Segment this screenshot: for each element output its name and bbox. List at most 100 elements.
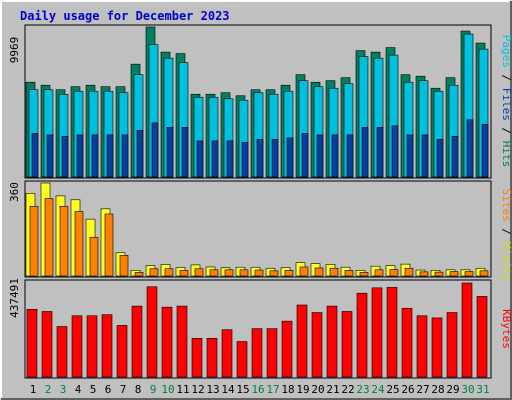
bar-sites xyxy=(164,268,174,277)
day-label: 7 xyxy=(120,383,127,396)
day-label: 8 xyxy=(135,383,142,396)
bar-kbytes xyxy=(266,328,278,378)
day-labels-group: 1 2 3 4 5 6 7 8 9 10 11 12 13 14 15 16 17 18 19 20 21 22 23 24 2… xyxy=(30,383,490,396)
bar-pages xyxy=(466,119,474,178)
bar-kbytes xyxy=(431,317,443,378)
bar-sites xyxy=(419,271,429,277)
bar-kbytes xyxy=(56,326,68,378)
bar-pages xyxy=(436,139,444,178)
bar-sites xyxy=(269,270,279,277)
bar-sites xyxy=(89,236,99,277)
bar-pages xyxy=(406,134,414,178)
day-label: 26 xyxy=(401,383,414,396)
bar-sites xyxy=(119,255,129,277)
bars-middle-group xyxy=(25,182,489,277)
bar-kbytes xyxy=(296,304,308,378)
bar-sites xyxy=(479,270,489,277)
day-label: 15 xyxy=(236,383,249,396)
bars-bottom-group xyxy=(26,282,488,378)
bar-kbytes xyxy=(41,311,53,378)
bar-pages xyxy=(421,134,429,178)
day-label: 29 xyxy=(446,383,459,396)
bar-kbytes xyxy=(416,315,428,378)
bar-sites xyxy=(224,269,234,277)
legend-visits: Visits xyxy=(500,242,512,282)
bar-kbytes xyxy=(401,307,413,378)
bar-kbytes xyxy=(356,292,368,378)
bar-pages xyxy=(226,140,234,178)
day-label: 25 xyxy=(386,383,399,396)
bar-kbytes xyxy=(146,286,158,378)
day-label: 22 xyxy=(341,383,354,396)
bar-sites xyxy=(104,213,114,277)
legend-middle: Sites / Visits xyxy=(500,189,512,282)
bar-sites xyxy=(254,269,264,277)
bar-kbytes xyxy=(461,282,473,378)
bar-sites xyxy=(359,272,369,277)
bar-sites xyxy=(374,269,384,277)
day-label: 1 xyxy=(30,383,37,396)
legend-sep-2: / xyxy=(500,121,512,141)
bar-pages xyxy=(331,134,339,178)
day-label: 21 xyxy=(326,383,339,396)
bar-sites xyxy=(59,205,69,277)
bar-sites xyxy=(299,266,309,277)
bar-sites xyxy=(44,198,54,277)
bar-pages xyxy=(61,136,69,178)
bar-pages xyxy=(481,124,489,178)
bar-sites xyxy=(464,271,474,277)
day-label: 4 xyxy=(75,383,82,396)
bar-kbytes xyxy=(86,315,98,378)
bar-pages xyxy=(451,136,459,178)
bars-top-group xyxy=(25,26,489,178)
day-label: 17 xyxy=(266,383,279,396)
bar-sites xyxy=(134,272,144,277)
day-label: 10 xyxy=(161,383,174,396)
day-label: 31 xyxy=(476,383,489,396)
legend-kbytes: KBytes xyxy=(500,309,512,349)
legend-files: Files xyxy=(500,88,512,121)
bar-kbytes xyxy=(386,287,398,378)
legend-sep-3: / xyxy=(500,222,512,242)
legend-pages: Pages xyxy=(500,35,512,68)
bar-sites xyxy=(404,267,414,277)
bar-pages xyxy=(91,134,99,178)
bar-pages xyxy=(271,139,279,178)
bar-kbytes xyxy=(191,338,203,378)
bar-sites xyxy=(284,270,294,277)
day-label: 30 xyxy=(461,383,474,396)
legend-sep-1: / xyxy=(500,68,512,88)
day-label: 24 xyxy=(371,383,385,396)
bar-pages xyxy=(121,134,129,178)
day-label: 9 xyxy=(150,383,157,396)
day-label: 23 xyxy=(356,383,369,396)
legend-sites: Sites xyxy=(500,189,512,222)
bar-sites xyxy=(314,267,324,277)
bar-sites xyxy=(239,269,249,277)
bar-kbytes xyxy=(161,306,173,378)
bar-pages xyxy=(286,137,294,178)
bar-sites xyxy=(344,270,354,277)
day-label: 13 xyxy=(206,383,219,396)
bar-pages xyxy=(196,140,204,178)
bar-kbytes xyxy=(236,341,248,378)
bar-kbytes xyxy=(251,328,263,378)
day-label: 11 xyxy=(176,383,189,396)
bar-pages xyxy=(31,133,39,178)
bar-pages xyxy=(376,127,384,178)
bar-kbytes xyxy=(281,320,293,378)
legend-top: Pages / Files / Hits xyxy=(500,35,512,168)
bar-pages xyxy=(301,133,309,178)
legend-hits: Hits xyxy=(500,141,512,168)
bar-kbytes xyxy=(176,305,188,378)
bar-sites xyxy=(74,211,84,277)
bar-kbytes xyxy=(311,312,323,378)
bar-pages xyxy=(76,134,84,178)
bar-sites xyxy=(194,268,204,277)
chart-title: Daily usage for December 2023 xyxy=(20,9,230,23)
day-label: 19 xyxy=(296,383,309,396)
day-label: 3 xyxy=(60,383,67,396)
bar-sites xyxy=(434,271,444,277)
bar-sites xyxy=(209,269,219,277)
